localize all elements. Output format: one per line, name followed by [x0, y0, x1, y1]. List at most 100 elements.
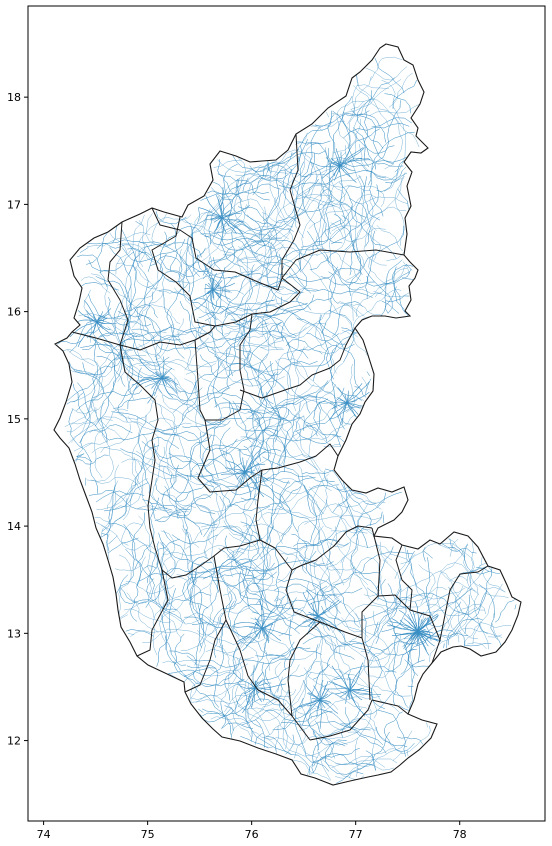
road-segment	[165, 560, 251, 574]
road-segment	[238, 231, 272, 292]
road-segment	[352, 97, 375, 160]
road-segment	[276, 581, 310, 617]
y-axis: 12 13 14 15 16 17 18	[7, 91, 28, 748]
road-segment	[237, 234, 265, 285]
road-segment	[368, 254, 389, 284]
road-segment	[418, 631, 430, 633]
road-segment	[233, 603, 300, 635]
road-segment	[262, 193, 322, 238]
road-segment	[356, 764, 395, 771]
road-segment	[175, 474, 189, 519]
road-segment	[255, 622, 263, 629]
road-segment	[119, 325, 224, 341]
road-segment	[238, 200, 325, 266]
road-segment	[317, 525, 356, 571]
road-segment	[218, 548, 334, 572]
road-segment	[316, 699, 321, 718]
road-segment	[221, 275, 291, 337]
road-segment	[261, 212, 300, 224]
road-segment	[107, 297, 152, 327]
road-segment	[146, 578, 178, 611]
road-segment	[235, 557, 288, 571]
road-segment	[198, 476, 224, 520]
road-segment	[341, 327, 358, 334]
road-segment	[96, 317, 108, 323]
road-segment	[185, 529, 194, 606]
road-segment	[130, 565, 157, 622]
road-segment	[441, 543, 465, 558]
road-segment	[321, 271, 336, 334]
road-segment	[319, 621, 341, 673]
road-segment	[182, 565, 275, 609]
road-segment	[127, 248, 164, 288]
road-segment	[338, 502, 424, 599]
road-segment	[94, 517, 110, 523]
road-segment	[249, 626, 263, 629]
road-segment	[155, 478, 191, 510]
road-segment	[244, 471, 269, 481]
road-segment	[93, 331, 167, 351]
road-segment	[261, 627, 282, 641]
road-segment	[179, 255, 298, 293]
y-tick: 16	[7, 306, 28, 319]
road-segment	[487, 565, 492, 572]
road-segment	[263, 150, 326, 171]
road-segment	[319, 679, 324, 701]
district-boundary	[291, 525, 373, 571]
road-segment	[359, 551, 413, 575]
road-segment	[325, 157, 341, 166]
road-segment	[120, 614, 128, 619]
road-segment	[426, 604, 477, 617]
road-segment	[254, 682, 272, 689]
road-segment	[149, 538, 180, 580]
road-segment	[337, 145, 364, 276]
road-segment	[337, 397, 348, 404]
road-segment	[264, 477, 316, 544]
road-segment	[410, 587, 466, 683]
road-segment	[211, 399, 222, 479]
road-segment	[417, 622, 419, 633]
road-segment	[212, 580, 272, 614]
road-segment	[207, 289, 213, 293]
road-segment	[95, 521, 110, 533]
road-segment	[134, 377, 163, 390]
road-segment	[69, 319, 135, 362]
road-segment	[349, 689, 370, 691]
road-segment	[190, 694, 252, 738]
road-segment	[107, 326, 135, 401]
road-segment	[112, 225, 118, 243]
road-segment	[317, 600, 342, 617]
road-segment	[308, 692, 321, 701]
road-segment	[321, 175, 362, 274]
road-segment	[277, 644, 319, 693]
road-segment	[356, 397, 364, 401]
road-segment	[145, 213, 177, 248]
road-segment	[411, 608, 419, 633]
road-segment	[123, 608, 172, 623]
road-segment	[155, 381, 198, 431]
road-segment	[385, 295, 410, 303]
road-segment	[259, 161, 304, 184]
road-segment	[472, 581, 489, 650]
road-segment	[173, 661, 226, 729]
road-segment	[291, 699, 321, 711]
road-segment	[131, 377, 163, 386]
road-segment	[397, 586, 447, 603]
road-segment	[417, 619, 423, 633]
road-segment	[244, 471, 252, 498]
road-segment	[381, 300, 400, 314]
road-segment	[232, 626, 263, 629]
road-segment	[144, 291, 154, 334]
road-segment	[382, 559, 400, 625]
road-segment	[214, 402, 267, 462]
road-segment	[411, 631, 419, 640]
road-segment	[254, 687, 262, 702]
road-segment	[131, 416, 157, 512]
road-segment	[333, 164, 341, 177]
road-segment	[120, 265, 137, 342]
road-segment	[348, 641, 417, 656]
road-segment	[315, 165, 332, 235]
road-segment	[282, 664, 318, 758]
road-segment	[224, 657, 241, 701]
road-segment	[328, 113, 367, 218]
